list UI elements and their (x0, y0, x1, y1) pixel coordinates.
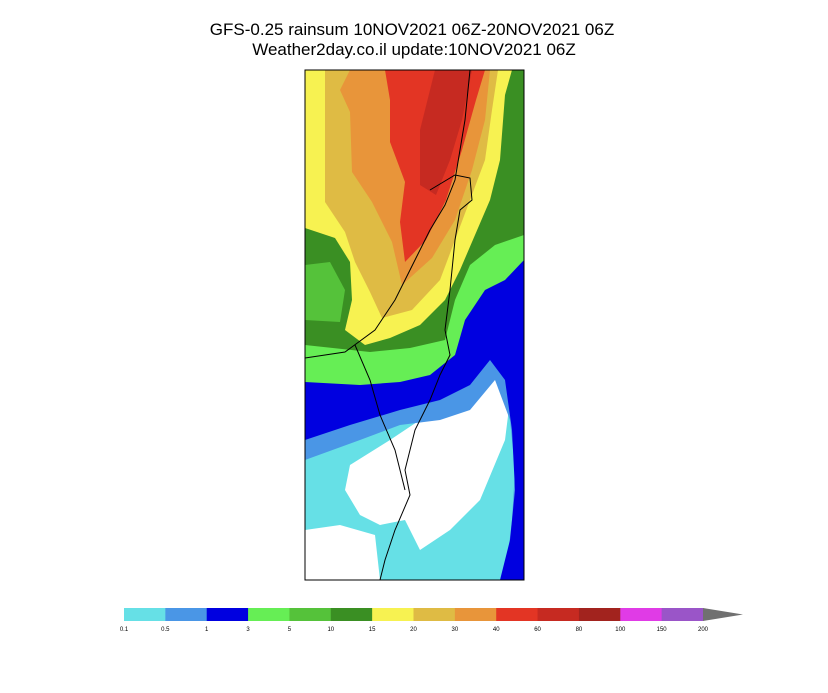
colorbar: 0.1 0.5 1 3 5 10 15 20 30 40 60 80 100 150 200 (120, 608, 743, 633)
colorbar-label: 15 (369, 627, 376, 633)
border (379, 174, 473, 580)
border (354, 344, 406, 491)
title-line-1: GFS-0.25 rainsum 10NOV2021 06Z-20NOV2021… (210, 20, 614, 39)
region-white (305, 525, 380, 580)
map-frame (304, 69, 525, 581)
colorbar-label: 40 (493, 627, 500, 633)
colorbar-label: 0.1 (120, 627, 129, 633)
colorbar-segment (248, 608, 290, 621)
colorbar-label: 1 (205, 627, 209, 633)
colorbar-segment (124, 608, 166, 621)
colorbar-label: 0.5 (161, 627, 170, 633)
colorbar-label: 100 (615, 627, 626, 633)
region-dark-red (420, 70, 472, 195)
colorbar-segment (661, 608, 704, 621)
colorbar-segment (496, 608, 539, 621)
colorbar-segment (330, 608, 373, 621)
colorbar-label: 30 (452, 627, 459, 633)
colorbar-segment (372, 608, 414, 621)
colorbar-label: 10 (327, 627, 334, 633)
colorbar-label: 3 (246, 627, 250, 633)
colorbar-label: 60 (534, 627, 541, 633)
colorbar-label: 80 (576, 627, 583, 633)
colorbar-segment (537, 608, 580, 621)
rain-map (305, 70, 524, 580)
coastline (305, 70, 471, 359)
colorbar-segment (165, 608, 208, 621)
colorbar-segment (454, 608, 497, 621)
colorbar-segment (413, 608, 456, 621)
colorbar-label: 200 (698, 627, 709, 633)
colorbar-segment (578, 608, 621, 621)
colorbar-label: 150 (657, 627, 668, 633)
title-line-2: Weather2day.co.il update:10NOV2021 06Z (252, 40, 576, 59)
region-green (305, 262, 345, 322)
colorbar-segment (620, 608, 663, 621)
colorbar-segment (206, 608, 249, 621)
colorbar-label: 20 (410, 627, 417, 633)
colorbar-extend (703, 608, 743, 621)
colorbar-segment (289, 608, 332, 621)
colorbar-label: 5 (288, 627, 292, 633)
region-white (345, 370, 510, 550)
